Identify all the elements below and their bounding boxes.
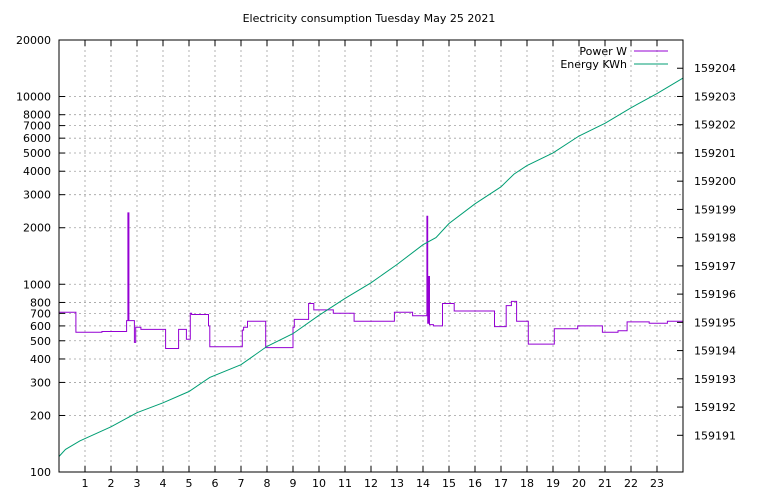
y2-tick-label: 159199 xyxy=(694,203,736,216)
y-tick-label: 10000 xyxy=(16,91,51,104)
y-tick-label: 8000 xyxy=(23,109,51,122)
legend-label-energy: Energy KWh xyxy=(560,58,627,71)
x-tick-label: 2 xyxy=(108,477,115,490)
y2-tick-label: 159196 xyxy=(694,288,736,301)
y2-tick-label: 159202 xyxy=(694,119,736,132)
y-tick-label: 400 xyxy=(30,353,51,366)
x-tick-label: 10 xyxy=(312,477,326,490)
y2-tick-label: 159203 xyxy=(694,90,736,103)
y-tick-label: 1000 xyxy=(23,278,51,291)
axis-ticks xyxy=(59,39,683,473)
x-tick-label: 21 xyxy=(598,477,612,490)
y2-tick-label: 159192 xyxy=(694,401,736,414)
y-tick-label: 700 xyxy=(30,307,51,320)
y-tick-label: 600 xyxy=(30,320,51,333)
chart-title: Electricity consumption Tuesday May 25 2… xyxy=(243,12,496,25)
x-tick-label: 15 xyxy=(442,477,456,490)
x-tick-label: 17 xyxy=(494,477,508,490)
y-tick-label: 300 xyxy=(30,376,51,389)
y2-tick-label: 159193 xyxy=(694,373,736,386)
x-tick-label: 11 xyxy=(338,477,352,490)
grid-lines xyxy=(59,40,683,472)
tick-labels: 1 2 3 4 5 6 7 8 9 10 11 12 13 14 15 16 17 18 19 20 21 22 23100… xyxy=(16,34,736,490)
plot-frame xyxy=(58,39,684,473)
power-w-line xyxy=(59,212,683,349)
x-tick-label: 8 xyxy=(264,477,271,490)
x-tick-label: 20 xyxy=(572,477,586,490)
y-tick-label: 500 xyxy=(30,335,51,348)
x-tick-label: 7 xyxy=(238,477,245,490)
x-tick-label: 3 xyxy=(134,477,141,490)
y-tick-label: 6000 xyxy=(23,132,51,145)
x-tick-label: 16 xyxy=(468,477,482,490)
y-tick-label: 100 xyxy=(30,466,51,479)
series-lines xyxy=(58,77,684,457)
x-tick-label: 4 xyxy=(160,477,167,490)
x-tick-label: 1 xyxy=(82,477,89,490)
y2-tick-label: 159198 xyxy=(694,232,736,245)
y2-tick-label: 159201 xyxy=(694,147,736,160)
x-tick-label: 6 xyxy=(212,477,219,490)
y2-tick-label: 159204 xyxy=(694,62,736,75)
energy-kwh-line xyxy=(58,77,684,457)
x-tick-label: 18 xyxy=(520,477,534,490)
legend: Power W Energy KWh xyxy=(560,45,668,71)
y-tick-label: 5000 xyxy=(23,147,51,160)
y2-tick-label: 159197 xyxy=(694,260,736,273)
y-tick-label: 7000 xyxy=(23,120,51,133)
y2-tick-label: 159200 xyxy=(694,175,736,188)
x-tick-label: 12 xyxy=(364,477,378,490)
x-tick-label: 5 xyxy=(186,477,193,490)
x-tick-label: 22 xyxy=(624,477,638,490)
x-tick-label: 9 xyxy=(290,477,297,490)
x-tick-label: 14 xyxy=(416,477,430,490)
x-tick-label: 19 xyxy=(546,477,560,490)
y2-tick-label: 159191 xyxy=(694,429,736,442)
x-tick-label: 13 xyxy=(390,477,404,490)
legend-label-power: Power W xyxy=(579,45,627,58)
y-tick-label: 3000 xyxy=(23,189,51,202)
x-tick-label: 23 xyxy=(650,477,664,490)
y-tick-label: 20000 xyxy=(16,34,51,47)
y2-tick-label: 159195 xyxy=(694,316,736,329)
y-tick-label: 800 xyxy=(30,296,51,309)
y-tick-label: 2000 xyxy=(23,222,51,235)
y2-tick-label: 159194 xyxy=(694,345,736,358)
y-tick-label: 200 xyxy=(30,409,51,422)
y-tick-label: 4000 xyxy=(23,165,51,178)
